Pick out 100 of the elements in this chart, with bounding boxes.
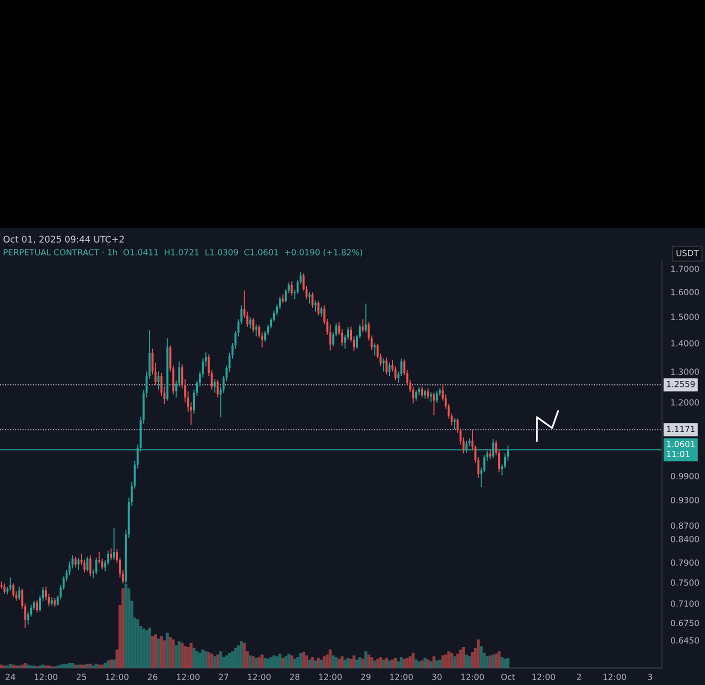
candlestick [320, 306, 322, 318]
bar [296, 657, 300, 668]
y-axis-title: USDT [676, 250, 699, 256]
bar [32, 665, 36, 668]
candlestick [113, 528, 116, 561]
candlestick [157, 371, 160, 390]
candlestick [77, 557, 80, 570]
bar [385, 658, 388, 668]
x-tick-label: 27 [218, 674, 228, 680]
bar [24, 662, 27, 668]
bar [2, 665, 6, 668]
bar [80, 664, 83, 668]
bar [382, 660, 386, 668]
candlestick [436, 390, 438, 404]
candlestick [12, 582, 14, 598]
y-tick-label: 0.7900 [670, 560, 699, 566]
bar [106, 660, 110, 668]
y-tick-label: 0.8400 [670, 536, 699, 542]
bar [364, 651, 368, 668]
bar [316, 658, 320, 668]
bar [480, 646, 483, 668]
candlestick [308, 291, 311, 304]
bar [441, 655, 444, 668]
y-tick-label: 0.9900 [670, 472, 699, 480]
candlestick [86, 556, 88, 572]
bar [376, 658, 380, 668]
bar [308, 660, 312, 668]
x-tick-label: 12:00 [319, 674, 342, 680]
bar [338, 658, 341, 668]
candlestick [386, 357, 388, 376]
bar [370, 657, 374, 668]
candlestick [95, 557, 98, 575]
bar [429, 661, 432, 668]
bar [500, 657, 504, 668]
bar [124, 584, 128, 668]
bar [258, 657, 261, 668]
bar [344, 660, 347, 668]
x-tick-label: 12:00 [390, 674, 413, 680]
candlestick [74, 556, 77, 568]
candlestick [364, 303, 367, 333]
x-tick-label: 12:00 [176, 674, 200, 680]
bar [412, 652, 415, 668]
bar [459, 650, 462, 668]
y-tick-label: 0.8700 [670, 522, 699, 529]
bar [320, 660, 323, 668]
bar [12, 664, 15, 668]
bar [88, 664, 92, 668]
candlestick [290, 280, 293, 296]
bar [350, 658, 352, 668]
bar [260, 654, 264, 668]
bar [453, 656, 456, 668]
bar [468, 656, 471, 668]
bar [450, 652, 454, 668]
x-tick-label: 12:00 [604, 674, 626, 680]
x-tick-label: 25 [76, 674, 86, 680]
bar [112, 660, 116, 668]
bar [361, 658, 364, 668]
bar [379, 657, 382, 668]
bar [38, 665, 42, 668]
bar [488, 655, 492, 668]
x-tick-label: Oct [501, 674, 515, 680]
bar [476, 639, 480, 668]
y-tick-label: 1.4000 [671, 340, 699, 346]
bar [396, 661, 400, 668]
bar [400, 657, 403, 668]
candlestick [249, 316, 252, 329]
bar [121, 588, 124, 668]
bar [254, 658, 258, 668]
bar [160, 636, 163, 668]
bar [242, 642, 246, 668]
bar [394, 658, 397, 668]
candlestick [110, 548, 112, 561]
bar [284, 656, 288, 668]
y-tick-label: 1.7000 [671, 266, 699, 272]
bar [59, 664, 62, 668]
x-tick-label: 12:00 [461, 674, 484, 680]
bar [104, 662, 107, 668]
bar [41, 664, 44, 668]
bar [420, 660, 424, 668]
bar [418, 661, 421, 668]
ref-line-label: 1.2559 [667, 380, 695, 388]
x-tick-label: 12:00 [106, 674, 128, 680]
bar [314, 660, 317, 668]
bar [340, 656, 344, 668]
bar [180, 642, 184, 668]
candlestick [489, 449, 492, 460]
bar [210, 654, 214, 668]
bar [287, 654, 290, 668]
bar [293, 658, 296, 668]
candlestick [317, 300, 320, 316]
bar [98, 664, 101, 668]
bar [190, 642, 193, 668]
x-tick-label: 26 [148, 674, 158, 680]
bar [355, 660, 358, 668]
y-tick-label: 1.3000 [671, 368, 699, 375]
bar [74, 664, 78, 668]
candlestick [18, 586, 20, 601]
x-tick-label: 29 [361, 674, 371, 680]
candlestick [382, 358, 385, 372]
bar [172, 639, 175, 668]
